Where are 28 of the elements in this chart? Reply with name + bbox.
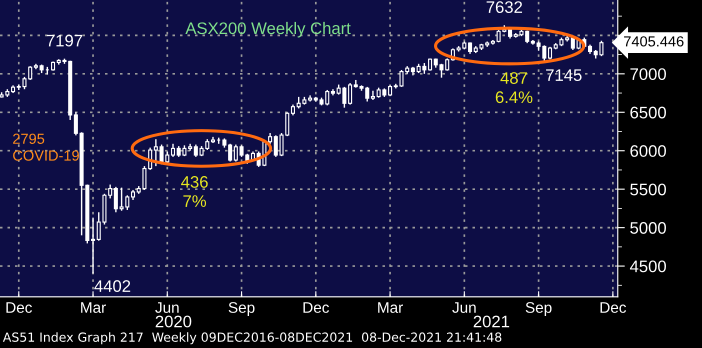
x-tick-label: Jun (155, 302, 179, 313)
candlestick (268, 132, 272, 145)
y-tick-label: 5500 (630, 184, 666, 196)
y-tick-label: 5000 (630, 222, 666, 234)
x-tick-label: Dec (6, 302, 32, 313)
annotation: 436 7% (181, 176, 208, 207)
x-tick-label: Dec (303, 302, 329, 313)
annotation: 7405.446 (624, 36, 684, 47)
x-tick-label: Jun (452, 302, 476, 313)
annotation: 2795 COVID-19 (13, 134, 79, 161)
text: 2020 (156, 316, 192, 328)
x-tick-label: Mar (378, 302, 403, 313)
text: 2021 (474, 316, 510, 328)
y-tick-label: 7000 (630, 68, 666, 80)
x-tick-label: Sep (228, 302, 255, 316)
text: AS51 Index Graph 217 Weekly 09DEC2016-08DEC2021 08-Dec-2021 21:41:48 (2, 332, 502, 344)
annotation: 7197 (46, 34, 82, 46)
text: ASX200 Weekly Chart (185, 22, 351, 38)
x-tick-label: Dec (600, 302, 626, 313)
y-tick-label: 4500 (630, 260, 666, 272)
x-tick-label: Mar (81, 302, 106, 313)
annotation: 7632 (486, 1, 522, 14)
annotation: 4402 (94, 280, 130, 292)
y-tick-label: 6500 (630, 106, 666, 118)
x-tick-label: Sep (526, 302, 552, 316)
annotation: 487 6.4% (496, 72, 532, 104)
y-tick-label: 6000 (630, 145, 666, 157)
annotation: 7145 (546, 69, 582, 82)
